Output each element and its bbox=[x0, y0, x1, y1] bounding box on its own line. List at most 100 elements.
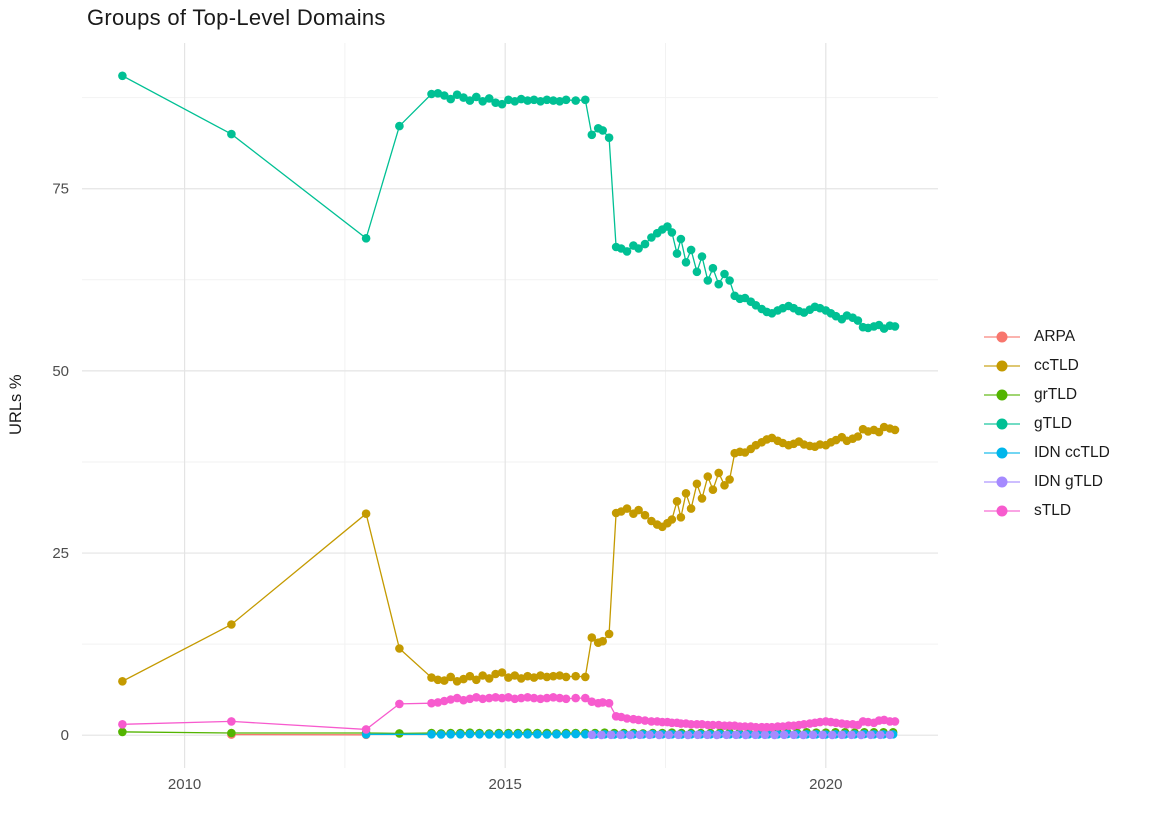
data-point-stld bbox=[604, 698, 614, 708]
data-point-gtld bbox=[697, 252, 707, 261]
legend-item-gtld: gTLD bbox=[982, 409, 1110, 438]
data-point-cctld bbox=[622, 504, 632, 513]
data-point-stld bbox=[516, 693, 526, 703]
data-point-grtld bbox=[227, 728, 236, 738]
data-point-gtld bbox=[634, 244, 643, 253]
series-cctld bbox=[118, 422, 900, 686]
data-point-gtld bbox=[440, 91, 449, 100]
data-point-cctld bbox=[640, 510, 650, 520]
legend-key-idn-gtld-icon bbox=[984, 476, 1020, 487]
data-point-idn-gtld bbox=[760, 730, 770, 740]
data-point-cctld bbox=[433, 675, 443, 685]
data-point-gtld bbox=[890, 322, 900, 331]
data-point-idn-gtld bbox=[751, 730, 760, 740]
data-point-idn-gtld bbox=[779, 730, 789, 740]
data-point-gtld bbox=[672, 249, 682, 258]
legend-label-cctld: ccTLD bbox=[1034, 356, 1079, 374]
legend-label-idn-cctld: IDN ccTLD bbox=[1034, 443, 1110, 461]
data-point-idn-gtld bbox=[712, 730, 722, 740]
data-point-gtld bbox=[446, 94, 456, 104]
data-point-stld bbox=[890, 717, 900, 726]
data-point-cctld bbox=[361, 509, 371, 518]
data-point-stld bbox=[549, 693, 558, 702]
data-point-cctld bbox=[571, 671, 580, 681]
data-point-stld bbox=[634, 715, 643, 725]
data-point-idn-cctld bbox=[465, 729, 475, 739]
data-point-idn-gtld bbox=[789, 730, 798, 740]
data-point-grtld bbox=[395, 729, 404, 738]
data-point-idn-gtld bbox=[635, 730, 645, 740]
legend-item-cctld: ccTLD bbox=[982, 351, 1110, 380]
data-point-stld bbox=[227, 717, 236, 726]
data-point-idn-gtld bbox=[722, 730, 731, 740]
data-point-gtld bbox=[720, 269, 729, 279]
data-point-gtld bbox=[478, 97, 488, 106]
data-point-cctld bbox=[686, 504, 696, 513]
data-point-cctld bbox=[472, 675, 481, 685]
data-point-cctld bbox=[561, 672, 571, 682]
data-point-idn-gtld bbox=[818, 730, 827, 740]
data-point-cctld bbox=[118, 677, 127, 686]
data-point-idn-gtld bbox=[664, 730, 673, 740]
data-point-cctld bbox=[672, 497, 682, 506]
legend-label-grtld: grTLD bbox=[1034, 385, 1078, 403]
data-point-cctld bbox=[703, 472, 713, 481]
data-point-idn-cctld bbox=[494, 730, 504, 739]
legend-label-arpa: ARPA bbox=[1034, 327, 1076, 345]
data-point-gtld bbox=[465, 96, 475, 105]
x-tick-label: 2020 bbox=[809, 776, 842, 793]
legend-label-stld: sTLD bbox=[1034, 501, 1072, 519]
data-point-gtld bbox=[571, 96, 580, 105]
data-point-stld bbox=[459, 695, 468, 705]
data-point-cctld bbox=[676, 513, 686, 522]
data-point-stld bbox=[640, 716, 650, 725]
data-point-gtld bbox=[361, 234, 371, 243]
data-point-stld bbox=[536, 694, 545, 704]
data-point-cctld bbox=[510, 671, 520, 680]
data-point-idn-gtld bbox=[866, 730, 875, 740]
legend-key-gtld-icon bbox=[984, 418, 1020, 429]
data-point-cctld bbox=[523, 671, 532, 681]
data-point-cctld bbox=[459, 674, 468, 684]
data-point-idn-cctld bbox=[571, 729, 580, 739]
data-point-idn-gtld bbox=[799, 730, 808, 740]
legend-item-arpa: ARPA bbox=[982, 322, 1110, 351]
data-point-idn-cctld bbox=[513, 730, 523, 739]
data-point-stld bbox=[561, 694, 571, 704]
data-point-cctld bbox=[581, 672, 590, 682]
data-point-cctld bbox=[484, 674, 494, 683]
data-point-idn-gtld bbox=[683, 730, 693, 740]
data-point-cctld bbox=[440, 676, 449, 685]
series-stld bbox=[118, 693, 900, 734]
data-point-stld bbox=[581, 693, 590, 703]
legend-key-cctld-icon bbox=[984, 360, 1020, 371]
data-point-gtld bbox=[523, 96, 532, 105]
data-point-gtld bbox=[452, 90, 462, 99]
chart-title: Groups of Top-Level Domains bbox=[87, 5, 386, 30]
data-point-cctld bbox=[681, 489, 691, 498]
legend-label-idn-gtld: IDN gTLD bbox=[1034, 472, 1103, 490]
data-point-idn-gtld bbox=[808, 730, 818, 740]
data-point-cctld bbox=[720, 481, 729, 490]
data-point-cctld bbox=[634, 505, 643, 515]
data-point-idn-gtld bbox=[674, 730, 683, 740]
data-point-stld bbox=[571, 693, 580, 703]
data-point-cctld bbox=[587, 633, 597, 642]
data-point-idn-gtld bbox=[606, 730, 616, 740]
data-point-cctld bbox=[227, 620, 236, 629]
data-point-cctld bbox=[529, 673, 539, 682]
data-point-gtld bbox=[622, 247, 632, 256]
data-point-gtld bbox=[459, 93, 468, 102]
data-point-idn-gtld bbox=[770, 730, 779, 740]
x-tick-label: 2010 bbox=[168, 776, 201, 793]
data-point-stld bbox=[529, 693, 539, 703]
data-point-gtld bbox=[542, 95, 552, 105]
data-point-gtld bbox=[663, 222, 672, 231]
legend-key-arpa-icon bbox=[984, 331, 1020, 342]
y-tick-label: 50 bbox=[52, 363, 69, 380]
data-point-idn-gtld bbox=[693, 730, 702, 740]
data-point-cctld bbox=[446, 672, 456, 682]
legend-key-stld-icon bbox=[984, 505, 1020, 516]
data-point-gtld bbox=[604, 133, 614, 142]
